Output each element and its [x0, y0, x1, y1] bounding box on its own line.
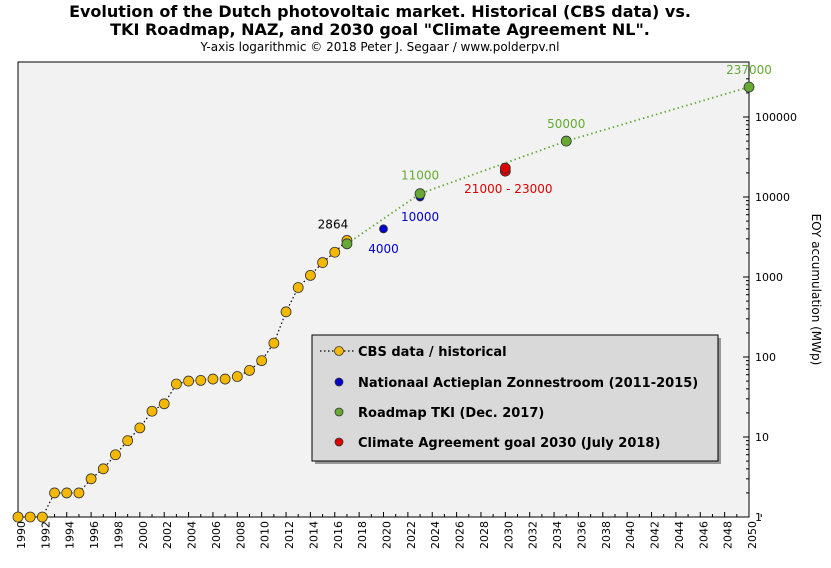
legend-item-cbs: CBS data / historical: [358, 345, 507, 360]
y-tick-label: 100000: [755, 111, 797, 124]
y-axis-label: EOY accumulation (MWp): [809, 214, 823, 366]
legend-marker: [334, 346, 344, 356]
x-tick-label: 2016: [332, 521, 345, 549]
x-tick-label: 2020: [381, 521, 394, 549]
x-tick-label: 2050: [746, 521, 759, 549]
x-tick-label: 2006: [210, 521, 223, 549]
x-tick-label: 2030: [502, 521, 515, 549]
series-line-cbs: [18, 240, 348, 518]
cbs-point: [73, 487, 85, 499]
chart-title-line1: Evolution of the Dutch photovoltaic mark…: [69, 2, 691, 21]
legend-item-naz: Nationaal Actieplan Zonnestroom (2011-20…: [358, 376, 698, 391]
cbs-point: [317, 257, 328, 268]
cbs-point: [256, 355, 268, 367]
x-tick-label: 2012: [283, 521, 296, 549]
x-tick-label: 2018: [356, 521, 369, 549]
chart-title-line2: TKI Roadmap, NAZ, and 2030 goal "Climate…: [110, 20, 650, 39]
legend-marker: [334, 407, 344, 417]
legend-marker: [334, 437, 344, 447]
cbs-point: [49, 487, 60, 499]
x-tick-label: 1996: [88, 521, 101, 549]
x-tick-label: 2014: [307, 521, 320, 549]
data-label: 2864: [318, 217, 349, 231]
cbs-point: [219, 373, 231, 385]
x-tick-label: 2008: [234, 521, 247, 549]
x-tick-label: 2036: [575, 521, 588, 549]
x-tick-label: 1992: [39, 521, 52, 549]
x-tick-label: 2042: [649, 521, 662, 549]
cbs-point: [244, 364, 255, 376]
x-tick-label: 2026: [454, 521, 467, 549]
x-tick-label: 2038: [600, 521, 613, 549]
tki-point: [341, 238, 353, 250]
y-tick-label: 10: [755, 431, 769, 444]
data-label: 10000: [401, 210, 439, 224]
cbs-point: [12, 511, 24, 523]
legend-marker: [334, 377, 344, 387]
cbs-point: [134, 422, 146, 434]
x-tick-label: 2000: [137, 521, 150, 549]
cbs-point: [170, 378, 182, 390]
chart-subtitle: Y-axis logarithmic © 2018 Peter J. Segaa…: [200, 40, 560, 54]
y-tick-label: 10000: [755, 191, 790, 204]
cbs-point: [207, 373, 219, 385]
x-tick-label: 1990: [15, 521, 28, 549]
x-tick-label: 2010: [259, 521, 272, 549]
cbs-point: [110, 449, 121, 461]
x-tick-label: 2032: [527, 521, 540, 549]
climate-agreement-point: [499, 162, 511, 174]
cbs-point: [61, 487, 73, 499]
data-label: 11000: [401, 169, 439, 183]
cbs-point: [329, 246, 341, 258]
cbs-point: [158, 398, 170, 410]
tki-point: [743, 81, 755, 93]
cbs-point: [85, 473, 97, 485]
cbs-point: [146, 405, 158, 417]
data-label: 237000: [726, 63, 772, 77]
legend-item-climate-agreement: Climate Agreement goal 2030 (July 2018): [358, 436, 660, 451]
x-tick-label: 1994: [64, 521, 77, 549]
x-tick-label: 2024: [429, 521, 442, 549]
x-tick-label: 2044: [673, 521, 686, 549]
cbs-point: [122, 435, 134, 447]
cbs-point: [280, 306, 292, 318]
y-tick-label: 1: [755, 511, 762, 524]
cbs-point: [183, 375, 194, 387]
x-tick-label: 2048: [722, 521, 735, 549]
x-tick-label: 2004: [186, 521, 199, 549]
data-label: 21000 - 23000: [464, 182, 552, 196]
x-tick-label: 2028: [478, 521, 491, 549]
naz-point: [379, 224, 388, 234]
x-tick-label: 2034: [551, 521, 564, 549]
tki-point: [560, 135, 572, 147]
x-tick-label: 2046: [697, 521, 710, 549]
cbs-point: [195, 374, 207, 386]
cbs-point: [97, 463, 109, 475]
data-label: 4000: [368, 242, 399, 256]
y-tick-label: 100: [755, 351, 776, 364]
cbs-point: [24, 511, 36, 523]
data-label: 50000: [547, 117, 585, 131]
cbs-point: [36, 511, 48, 523]
x-tick-label: 2040: [624, 521, 637, 549]
x-tick-label: 2022: [405, 521, 418, 549]
y-tick-label: 1000: [755, 271, 783, 284]
cbs-point: [304, 269, 316, 281]
cbs-point: [268, 337, 280, 349]
legend-item-tki: Roadmap TKI (Dec. 2017): [358, 406, 544, 421]
tki-point: [414, 188, 426, 200]
cbs-point: [292, 282, 304, 293]
cbs-point: [231, 371, 243, 382]
x-tick-label: 2002: [161, 521, 174, 549]
x-tick-label: 1998: [112, 521, 125, 549]
legend-box: [311, 334, 719, 462]
